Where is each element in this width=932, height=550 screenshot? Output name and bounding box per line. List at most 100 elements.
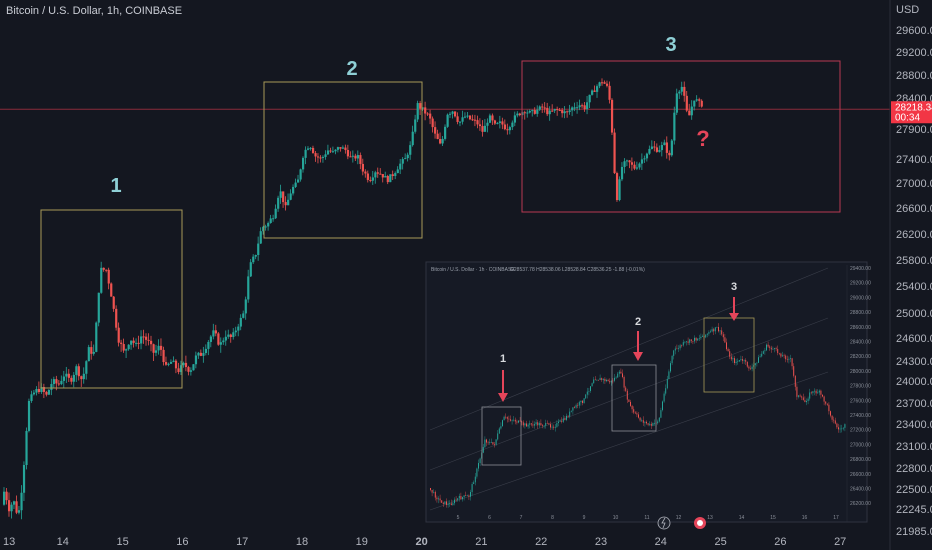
inset-candle-body: [711, 329, 713, 332]
inset-price-label: 27200.00: [850, 428, 871, 434]
annotation-box-3[interactable]: [521, 60, 841, 213]
candle-body: [169, 361, 173, 364]
candle-body: [40, 387, 43, 393]
candle-body: [396, 169, 399, 174]
price-tick-label: 24300.00: [896, 356, 932, 368]
inset-candle-body: [734, 358, 735, 364]
inset-chart: Bitcoin / U.S. Dollar · 1h · COINBASE O2…: [425, 261, 871, 530]
time-tick-label: 26: [774, 536, 786, 548]
candle-body: [685, 95, 688, 111]
annotation-box-2[interactable]: [263, 81, 423, 239]
candle-body: [311, 147, 315, 154]
inset-candle-body: [713, 329, 715, 332]
annotation-box-1[interactable]: [40, 209, 183, 389]
inset-arrow-2: [633, 331, 643, 361]
time-tick-label: 24: [655, 536, 667, 548]
candle-body: [50, 384, 53, 390]
price-tick-label: 21985.00: [896, 526, 932, 538]
candle-body: [461, 117, 464, 122]
inset-candle-body: [761, 353, 763, 357]
inset-candle-body: [794, 375, 796, 387]
candle-body: [491, 115, 494, 121]
candle-body: [75, 366, 78, 375]
inset-candle-body: [439, 498, 441, 501]
candle-body: [227, 334, 230, 337]
inset-candle-body: [529, 423, 531, 425]
candle-body: [511, 122, 514, 128]
candle-body: [52, 379, 56, 385]
candle-body: [613, 132, 616, 174]
inset-candle-body: [652, 423, 654, 426]
inset-candle-body: [730, 356, 732, 360]
inset-candle-body: [582, 400, 583, 403]
candle-body: [354, 155, 357, 159]
inset-candle-body: [444, 501, 446, 504]
inset-candle-body: [780, 353, 782, 357]
candle-body: [541, 106, 544, 108]
inset-candle-body: [436, 497, 438, 500]
candle-body: [670, 140, 673, 156]
candle-body: [665, 142, 668, 153]
inset-candle-body: [478, 463, 479, 469]
inset-candle-body: [754, 363, 756, 366]
candle-body: [401, 159, 404, 164]
inset-candle-body: [799, 395, 801, 397]
inset-candle-body: [769, 346, 771, 348]
time-axis[interactable]: 13 14 15 16 17 18 19 20 21 22 23 24 25 26 27: [3, 536, 846, 548]
candle-body: [154, 350, 158, 353]
inset-candle-body: [698, 338, 700, 339]
candle-body: [628, 160, 631, 163]
inset-candle-body: [670, 363, 671, 372]
inset-candle-body: [815, 390, 817, 394]
candle-body: [391, 174, 394, 176]
candle-body: [299, 169, 302, 180]
inset-candle-body: [526, 423, 527, 427]
candle-body: [366, 173, 369, 180]
inset-candle-body: [574, 407, 575, 408]
inset-candle-body: [634, 412, 636, 414]
candle-body: [591, 90, 594, 95]
inset-candle-body: [700, 336, 702, 339]
inset-candle-body: [673, 350, 675, 356]
price-axis[interactable]: 29600.0029200.0028800.0028400.0027900.00…: [896, 25, 932, 538]
inset-lightning-glyph: [661, 517, 666, 529]
inset-candle-body: [681, 345, 683, 346]
inset-candle-body: [505, 416, 507, 418]
time-tick-label: 14: [57, 536, 69, 548]
inset-candle-body: [511, 420, 513, 421]
candle-body: [282, 191, 285, 203]
inset-candle-body: [486, 439, 487, 443]
candle-body: [483, 125, 487, 132]
inset-channel-upper: [429, 267, 829, 431]
candle-body: [152, 344, 155, 353]
inset-candle-body: [762, 351, 764, 354]
candle-body: [371, 177, 374, 181]
inset-candle-body: [532, 424, 534, 426]
candle-body: [55, 379, 58, 384]
inset-candle-body: [791, 358, 793, 367]
inset-candle-body: [476, 468, 478, 477]
candle-body: [630, 162, 634, 165]
candle-body: [110, 283, 113, 297]
inset-candle-body: [543, 425, 545, 427]
inset-candle-body: [607, 379, 609, 382]
candle-body: [130, 340, 133, 345]
inset-candle-body: [601, 378, 603, 380]
inset-price-label: 28600.00: [850, 325, 871, 331]
candle-body: [346, 150, 350, 157]
candle-body: [269, 218, 272, 224]
inset-candle-body: [638, 414, 639, 418]
price-tick-label: 23700.00: [896, 398, 932, 410]
candle-body: [339, 147, 342, 149]
inset-candle-body: [468, 495, 470, 497]
candle-body: [326, 150, 330, 155]
candle-body: [364, 171, 367, 174]
inset-time-label: 5: [457, 515, 460, 521]
candle-body: [5, 491, 8, 501]
candle-body: [533, 110, 536, 114]
inset-candle-body: [510, 419, 511, 421]
candle-body: [439, 138, 442, 144]
inset-candle-body: [593, 379, 595, 384]
inset-candle-body: [796, 386, 798, 397]
